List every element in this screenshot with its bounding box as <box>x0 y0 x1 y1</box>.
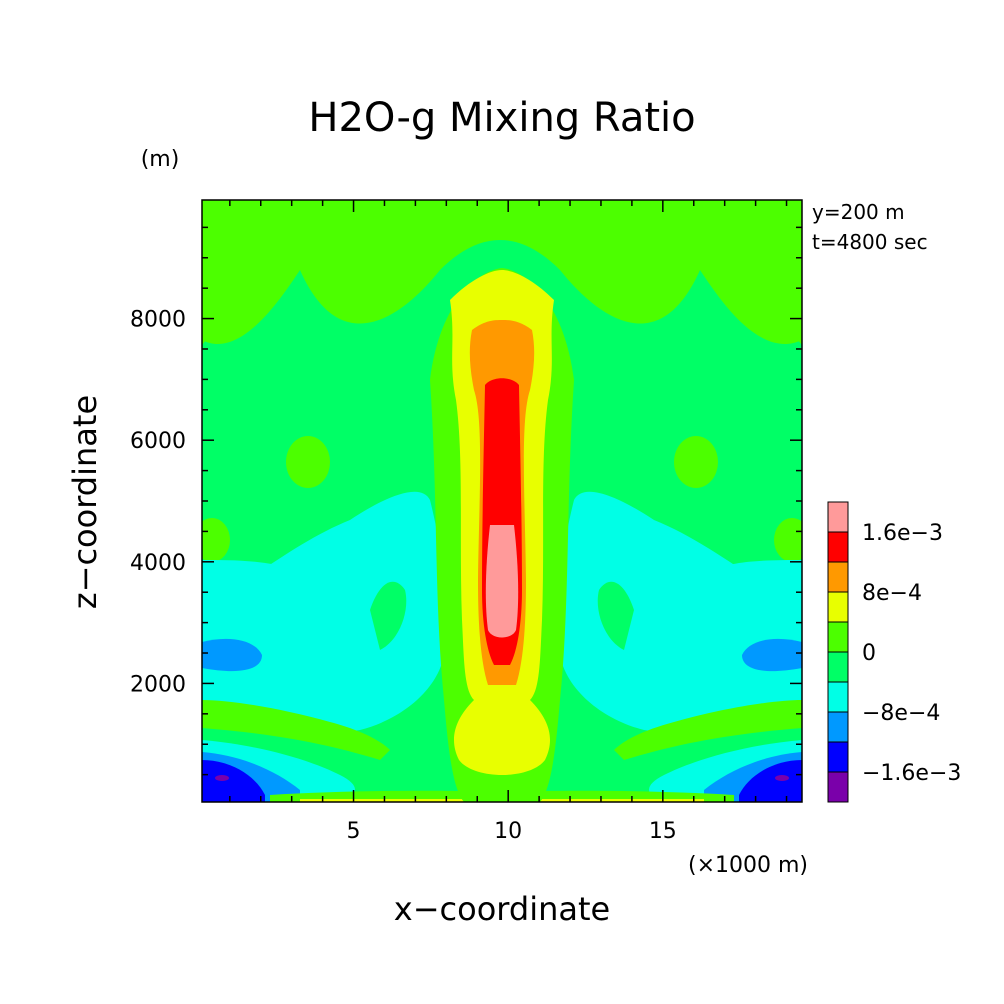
contour-right-negative-lobe <box>557 491 802 733</box>
x-tick-label: 15 <box>649 819 677 844</box>
contour-right-edge-blob <box>774 518 802 562</box>
colorbar-swatch <box>827 741 849 773</box>
contour-left-edge-blob <box>202 518 230 562</box>
contour-left-blob <box>286 436 330 488</box>
contour-left-edge-negative <box>202 560 292 620</box>
annotation-time: t=4800 sec <box>812 230 928 254</box>
contour-left-low-stripe <box>202 700 390 760</box>
colorbar-label: 1.6e−3 <box>862 521 943 546</box>
contour-right-minimum <box>739 760 802 802</box>
contour-right-notch <box>597 581 634 650</box>
contour-upper-positive-region <box>202 200 802 344</box>
y-tick-label: 2000 <box>130 672 186 697</box>
contour-right-blob <box>674 436 718 488</box>
y-tick-label: 4000 <box>130 551 186 576</box>
colorbar-swatch <box>827 651 849 683</box>
colorbar-swatch <box>827 711 849 743</box>
y-tick-label: 6000 <box>130 429 186 454</box>
x-unit-label: (×1000 m) <box>688 853 808 878</box>
plume-maximum-core <box>485 525 519 638</box>
contour-field <box>202 200 802 802</box>
colorbar-label: −1.6e−3 <box>862 761 961 786</box>
x-tick-label: 10 <box>494 819 522 844</box>
contour-left-edge-region <box>202 200 240 345</box>
x-axis-title: x−coordinate <box>394 890 610 928</box>
annotation-y-position: y=200 m <box>812 200 905 224</box>
colorbar-swatch <box>827 681 849 713</box>
y-unit-label: (m) <box>141 147 180 172</box>
contour-left-minimum-core <box>215 775 229 781</box>
contour-left-blue-patch <box>202 638 262 672</box>
colorbar-swatch <box>827 621 849 653</box>
y-axis-title: z−coordinate <box>66 395 104 609</box>
colorbar: 1.6e−3 8e−4 0 −8e−4 −1.6e−3 <box>827 501 961 803</box>
colorbar-swatch <box>827 771 849 803</box>
colorbar-label: 8e−4 <box>862 581 922 606</box>
colorbar-swatch <box>827 531 849 563</box>
contour-right-low-stripe <box>614 700 802 760</box>
contour-right-blue-patch <box>742 638 802 672</box>
contour-right-edge-negative <box>712 560 802 620</box>
y-axis: 2000 4000 6000 8000 <box>130 226 802 776</box>
colorbar-swatch <box>827 561 849 593</box>
x-axis: 5 10 15 <box>229 200 788 844</box>
contour-left-minimum <box>202 760 265 802</box>
contour-left-negative-lobe <box>202 491 447 733</box>
contour-right-edge-region <box>764 200 802 345</box>
colorbar-swatch <box>827 501 849 533</box>
colorbar-label: −8e−4 <box>862 701 940 726</box>
x-tick-label: 5 <box>347 819 361 844</box>
contour-right-minimum-core <box>775 775 789 781</box>
y-tick-label: 8000 <box>130 308 186 333</box>
chart-title: H2O-g Mixing Ratio <box>308 95 695 141</box>
contour-left-notch <box>370 581 407 650</box>
colorbar-swatch <box>827 591 849 623</box>
colorbar-label: 0 <box>862 641 876 666</box>
